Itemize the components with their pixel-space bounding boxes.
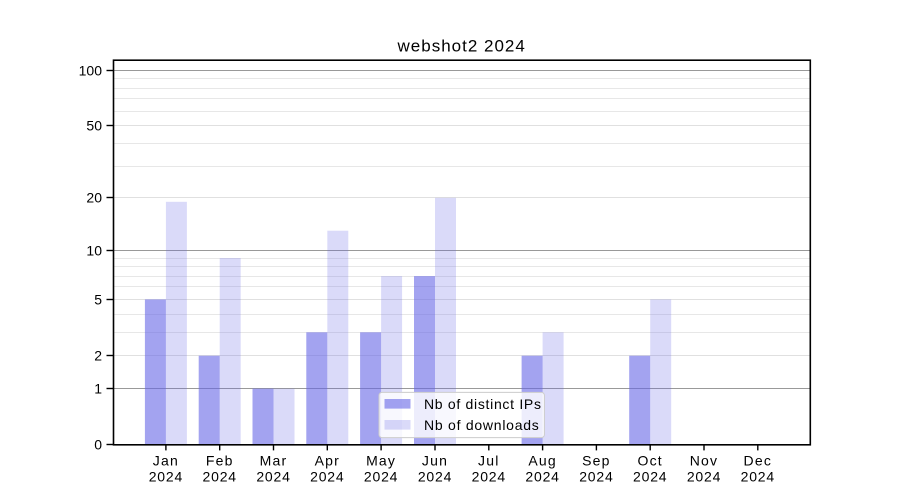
svg-text:2024: 2024 [149, 469, 183, 485]
svg-text:2024: 2024 [418, 469, 452, 485]
svg-text:2024: 2024 [472, 469, 506, 485]
svg-text:May: May [366, 453, 396, 469]
svg-text:Jan: Jan [153, 453, 179, 469]
svg-text:2024: 2024 [525, 469, 559, 485]
svg-text:Oct: Oct [638, 453, 663, 469]
svg-text:Jul: Jul [478, 453, 500, 469]
svg-text:Apr: Apr [315, 453, 340, 469]
svg-text:5: 5 [94, 292, 102, 308]
svg-text:10: 10 [86, 243, 102, 259]
svg-text:2: 2 [94, 348, 102, 364]
svg-text:100: 100 [79, 63, 103, 79]
svg-text:2024: 2024 [633, 469, 667, 485]
svg-text:Nov: Nov [690, 453, 719, 469]
svg-text:2024: 2024 [203, 469, 237, 485]
svg-text:Feb: Feb [206, 453, 234, 469]
svg-text:Sep: Sep [582, 453, 611, 469]
svg-text:Nb of downloads: Nb of downloads [424, 417, 540, 433]
svg-text:Jun: Jun [422, 453, 448, 469]
svg-text:2024: 2024 [310, 469, 344, 485]
svg-text:50: 50 [86, 118, 102, 134]
svg-text:2024: 2024 [256, 469, 290, 485]
svg-text:Aug: Aug [528, 453, 557, 469]
svg-text:Nb of distinct IPs: Nb of distinct IPs [424, 396, 542, 412]
svg-text:webshot2 2024: webshot2 2024 [397, 37, 526, 56]
svg-text:2024: 2024 [364, 469, 398, 485]
svg-text:0: 0 [94, 437, 102, 453]
svg-text:Dec: Dec [744, 453, 773, 469]
svg-text:20: 20 [86, 190, 102, 206]
svg-text:2024: 2024 [741, 469, 775, 485]
svg-text:1: 1 [94, 381, 102, 397]
svg-text:2024: 2024 [687, 469, 721, 485]
svg-text:Mar: Mar [260, 453, 288, 469]
svg-text:2024: 2024 [579, 469, 613, 485]
